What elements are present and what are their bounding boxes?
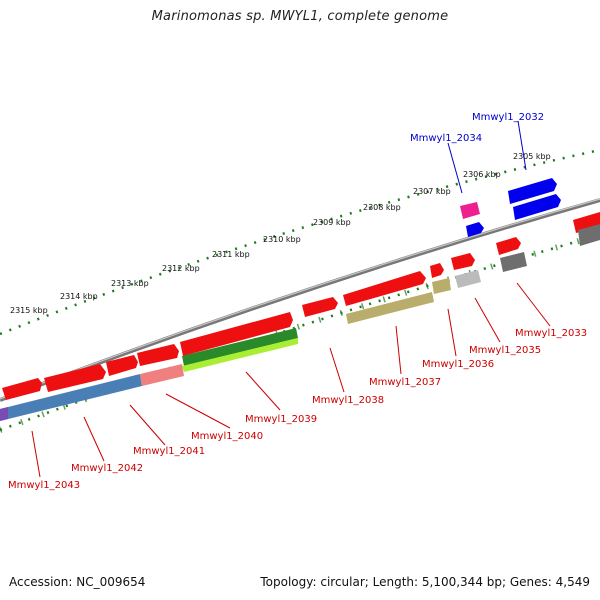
gene-label[interactable]: Mmwyl1_2037 <box>369 377 441 388</box>
gene-feature[interactable] <box>346 292 434 324</box>
gene-label[interactable]: Mmwyl1_2042 <box>71 463 143 474</box>
scale-tick-label: 2313 kbp <box>111 279 149 288</box>
scale-tick-label: 2306 kbp <box>463 170 501 179</box>
gene-feature[interactable] <box>140 364 184 386</box>
gene-label[interactable]: Mmwyl1_2041 <box>133 446 205 457</box>
leader-line <box>129 404 166 446</box>
gene-label[interactable]: Mmwyl1_2033 <box>515 328 587 339</box>
outer-scale-track <box>0 148 600 336</box>
scale-tick-label: 2310 kbp <box>263 235 301 244</box>
gene-label[interactable]: Mmwyl1_2038 <box>312 395 384 406</box>
scale-tick-label: 2307 kbp <box>413 187 451 196</box>
gene-feature[interactable] <box>460 202 480 219</box>
leader-line <box>165 393 231 429</box>
scale-tick-label: 2314 kbp <box>60 292 98 301</box>
leader-line <box>395 325 402 375</box>
leader-line <box>329 347 345 393</box>
gene-feature[interactable] <box>0 374 142 421</box>
gene-label[interactable]: Mmwyl1_2040 <box>191 431 263 442</box>
gene-label[interactable]: Mmwyl1_2034 <box>410 133 482 144</box>
leader-line <box>474 297 501 343</box>
scale-tick-label: 2305 kbp <box>513 152 551 161</box>
gene-features[interactable] <box>0 178 600 421</box>
leader-line <box>245 371 281 411</box>
gene-feature[interactable] <box>182 338 298 372</box>
gene-label[interactable]: Mmwyl1_2036 <box>422 359 494 370</box>
leader-line <box>447 308 457 357</box>
leader-line <box>517 120 527 171</box>
leader-line <box>31 430 41 478</box>
gene-feature[interactable] <box>180 312 293 356</box>
scale-tick-label: 2311 kbp <box>212 250 250 259</box>
map-title: Marinomonas sp. MWYL1, complete genome <box>151 9 449 24</box>
gene-feature[interactable] <box>455 270 481 288</box>
gene-feature[interactable] <box>466 222 484 237</box>
gene-label[interactable]: Mmwyl1_2035 <box>469 345 541 356</box>
gene-feature[interactable] <box>106 355 138 376</box>
gene-feature[interactable] <box>578 224 600 246</box>
gene-feature[interactable] <box>430 263 444 278</box>
scale-tick-label: 2308 kbp <box>363 203 401 212</box>
gene-feature[interactable] <box>500 252 527 272</box>
accession-text: Accession: NC_009654 <box>9 575 146 589</box>
scale-tick-label: 2312 kbp <box>162 264 200 273</box>
gene-feature[interactable] <box>496 237 521 255</box>
gene-label[interactable]: Mmwyl1_2039 <box>245 414 317 425</box>
gene-feature[interactable] <box>137 344 179 366</box>
gene-feature[interactable] <box>432 278 451 294</box>
scale-tick-label: 2315 kbp <box>10 306 48 315</box>
gene-feature[interactable] <box>508 178 557 204</box>
gene-feature[interactable] <box>513 194 561 220</box>
gene-label[interactable]: Mmwyl1_2043 <box>8 480 80 491</box>
gene-feature[interactable] <box>0 407 8 421</box>
leader-line <box>516 282 551 327</box>
leader-line <box>447 142 463 194</box>
gene-feature[interactable] <box>44 364 106 392</box>
genome-backbone-highlight <box>0 198 600 400</box>
gene-feature[interactable] <box>302 297 338 317</box>
gene-label[interactable]: Mmwyl1_2032 <box>472 112 544 123</box>
gene-feature[interactable] <box>2 378 42 400</box>
genome-summary-text: Topology: circular; Length: 5,100,344 bp… <box>260 575 590 589</box>
leader-line <box>83 416 105 462</box>
gene-feature[interactable] <box>343 271 426 306</box>
gene-feature[interactable] <box>451 253 475 270</box>
scale-tick-label: 2309 kbp <box>313 218 351 227</box>
gene-feature[interactable] <box>182 328 298 366</box>
